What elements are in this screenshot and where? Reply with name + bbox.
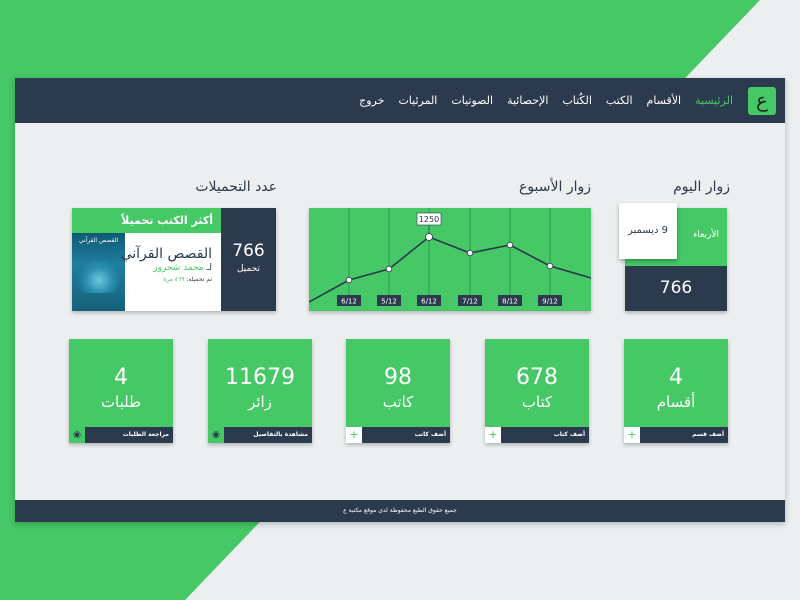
x-tick-badge [458, 295, 482, 306]
today-date: 9 ديسمبر [619, 203, 677, 259]
data-point[interactable] [425, 233, 433, 241]
x-tick-label: 6/12 [421, 298, 437, 306]
top-downloads-header: أكثر الكتب تحميلاً [72, 208, 221, 233]
nav-item-books[interactable]: الكتب [605, 94, 633, 107]
book-cover-title: القصص القرآني [78, 237, 119, 244]
stat-action-label: مراجعة الطلبات [122, 431, 169, 438]
nav-item-home[interactable]: الرئيسية [695, 94, 733, 107]
data-point[interactable] [466, 249, 474, 257]
today-visitors-card: الأربعاء 9 ديسمبر 766 [619, 203, 727, 311]
stat-value: 98 [384, 365, 412, 390]
stat-action-label: أضف كاتب [414, 431, 446, 438]
stat-action-label: أضف قسم [692, 431, 724, 438]
download-count-label: تحميل [236, 264, 261, 274]
stat-card-visitors: 11679 زائر مشاهدة بالتفاصيل ◉ [208, 339, 312, 443]
eye-icon[interactable]: ◉ [69, 427, 85, 443]
stat-value: 4 [114, 365, 128, 390]
x-tick-badge [417, 295, 441, 306]
book-author-row: لـ محمد شحرور [153, 263, 212, 273]
x-tick-badge [337, 295, 361, 306]
data-point[interactable] [385, 265, 393, 273]
top-navbar: ع الرئيسية الأقسام الكتب الكُتاب الإحصائ… [15, 78, 785, 123]
highlight-label: 1250 [419, 215, 439, 224]
stat-label: كاتب [382, 393, 414, 411]
stat-card-requests: 4 طلبات مراجعة الطلبات ◉ [69, 339, 173, 443]
x-tick-badge [538, 295, 562, 306]
nav-item-statistics[interactable]: الإحصائية [507, 94, 549, 107]
add-author-button[interactable]: أضف كاتب + [346, 427, 450, 443]
plus-icon[interactable]: + [346, 427, 362, 443]
author-prefix: لـ [206, 263, 212, 273]
stat-value: 4 [669, 365, 683, 390]
data-point[interactable] [345, 276, 353, 284]
stat-action-label: أضف كتاب [553, 431, 585, 438]
nav-item-authors[interactable]: الكُتاب [562, 94, 592, 107]
stat-value: 11679 [225, 365, 295, 390]
x-tick-label: 6/12 [341, 298, 357, 306]
book-download-times: تم تحميله: ٤٦٩ مرة [163, 276, 212, 283]
x-tick-label: 9/12 [542, 298, 558, 306]
nav-item-sections[interactable]: الأقسام [646, 94, 682, 107]
dashboard-window: ع الرئيسية الأقسام الكتب الكُتاب الإحصائ… [15, 78, 785, 522]
downloads-title: عدد التحميلات [195, 179, 277, 195]
week-chart-svg: 1250 6/12 5/12 6/12 7/12 8/12 9/12 [309, 208, 591, 306]
stat-value: 678 [516, 365, 558, 390]
add-book-button[interactable]: أضف كتاب + [485, 427, 589, 443]
top-downloads-card: 766 تحميل أكثر الكتب تحميلاً القصص القرآ… [72, 208, 276, 311]
page-footer: جميع حقوق الطبع محفوظة لدى موقع مكتبة ع [15, 500, 785, 522]
plus-icon[interactable]: + [624, 427, 640, 443]
stat-label: أقسام [656, 393, 696, 411]
data-point[interactable] [546, 262, 554, 270]
eye-icon[interactable]: ◉ [208, 427, 224, 443]
stat-card-sections: 4 أقسام أضف قسم + [624, 339, 728, 443]
x-tick-label: 5/12 [381, 298, 397, 306]
series-line [309, 236, 591, 303]
book-cover-image[interactable]: القصص القرآني [72, 233, 125, 311]
week-visitors-title: زوار الأسبوع [518, 179, 591, 195]
book-title[interactable]: القصص القرآني [120, 246, 212, 262]
view-details-button[interactable]: مشاهدة بالتفاصيل ◉ [208, 427, 312, 443]
x-tick-badge [498, 295, 522, 306]
book-cover-figure [78, 261, 120, 293]
stat-card-authors: 98 كاتب أضف كاتب + [346, 339, 450, 443]
book-author[interactable]: محمد شحرور [153, 263, 204, 273]
today-day: الأربعاء [693, 230, 719, 240]
review-requests-button[interactable]: مراجعة الطلبات ◉ [69, 427, 173, 443]
logo-icon[interactable]: ع [748, 87, 776, 115]
data-point[interactable] [506, 241, 514, 249]
nav-item-audio[interactable]: الصوتيات [451, 94, 494, 107]
x-tick-badge [377, 295, 401, 306]
today-visitors-title: زوار اليوم [673, 179, 730, 195]
stat-card-books: 678 كتاب أضف كتاب + [485, 339, 589, 443]
downloads-prefix: تم تحميله [188, 276, 212, 283]
stat-label: طلبات [100, 393, 142, 411]
add-section-button[interactable]: أضف قسم + [624, 427, 728, 443]
week-visitors-chart: 1250 6/12 5/12 6/12 7/12 8/12 9/12 [309, 208, 591, 311]
download-count: 766 [232, 241, 265, 261]
stat-label: زائر [248, 393, 272, 411]
download-count-box: 766 تحميل [221, 208, 276, 311]
nav-item-video[interactable]: المرئيات [398, 94, 438, 107]
stat-action-label: مشاهدة بالتفاصيل [253, 431, 308, 438]
downloads-times-value: ٤٦٩ مرة [163, 276, 185, 283]
x-tick-label: 8/12 [502, 298, 518, 306]
stat-label: كتاب [521, 393, 553, 411]
plus-icon[interactable]: + [485, 427, 501, 443]
x-tick-label: 7/12 [462, 298, 478, 306]
nav-menu: الرئيسية الأقسام الكتب الكُتاب الإحصائية… [359, 78, 733, 123]
nav-item-logout[interactable]: خروج [359, 94, 385, 107]
today-visitor-count: 766 [659, 278, 693, 298]
